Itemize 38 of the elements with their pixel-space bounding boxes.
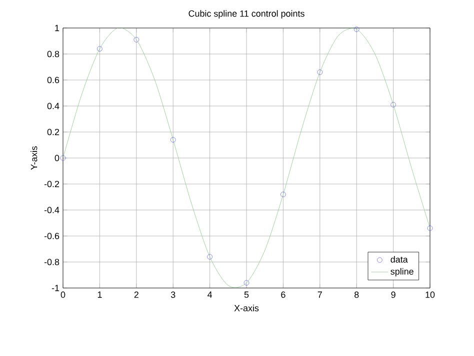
y-tick-label: -0.8 [44, 258, 60, 266]
point [280, 192, 286, 198]
y-tick-label: 1 [55, 24, 60, 32]
y-tick-label: -0.2 [44, 180, 60, 188]
legend-label: spline [390, 268, 414, 276]
point [244, 280, 250, 286]
y-tick-label: 0.4 [47, 102, 60, 110]
y-tick-label: -1 [52, 284, 60, 292]
x-tick-label: 1 [98, 292, 102, 298]
x-axis-title: X-axis [234, 304, 259, 312]
point [390, 102, 396, 108]
x-tick-label: 7 [318, 292, 322, 298]
x-tick-label: 0 [60, 292, 66, 298]
x-tick-label: 10 [426, 292, 435, 298]
point [427, 226, 433, 231]
point [170, 137, 176, 142]
chart-title: Cubic spline 11 control points [188, 10, 304, 18]
point [354, 26, 360, 32]
x-tick-label: 8 [354, 292, 359, 298]
y-tick-label: 0.6 [47, 76, 60, 84]
x-tick-label: 3 [170, 292, 176, 298]
y-tick-label: 0 [54, 154, 60, 162]
y-tick-label: 0.8 [47, 50, 60, 58]
x-tick-label: 2 [134, 292, 138, 298]
legend-label: data [390, 256, 408, 263]
x-tick-label: 9 [391, 292, 396, 298]
x-tick-label: 4 [208, 292, 212, 298]
point [97, 46, 102, 52]
point [60, 155, 66, 161]
y-axis-title: Y-axis [30, 146, 38, 170]
x-tick-label: 5 [244, 292, 249, 298]
y-tick-label: 0.2 [47, 128, 60, 136]
y-tick-label: -0.6 [44, 232, 60, 240]
point [207, 254, 212, 260]
x-tick-label: 6 [281, 292, 286, 298]
point [134, 37, 140, 42]
y-tick-label: -0.4 [44, 206, 60, 214]
point [317, 70, 323, 75]
